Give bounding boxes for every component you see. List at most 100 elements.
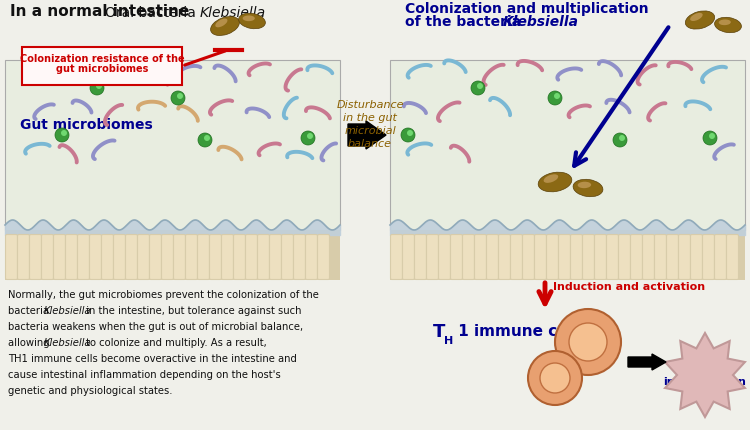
Text: Induction and activation: Induction and activation (553, 282, 705, 292)
Ellipse shape (238, 13, 266, 29)
FancyBboxPatch shape (511, 234, 523, 280)
Text: gut microbiomes: gut microbiomes (56, 64, 148, 74)
Ellipse shape (718, 19, 730, 25)
Bar (22, 47, 182, 85)
FancyArrow shape (348, 121, 386, 149)
FancyBboxPatch shape (137, 234, 149, 280)
Circle shape (55, 128, 69, 142)
FancyBboxPatch shape (173, 234, 185, 280)
Text: Normally, the gut microbiomes prevent the colonization of the: Normally, the gut microbiomes prevent th… (8, 290, 319, 300)
FancyBboxPatch shape (53, 234, 65, 280)
Ellipse shape (215, 18, 227, 28)
Circle shape (204, 135, 210, 141)
Polygon shape (665, 333, 745, 417)
FancyBboxPatch shape (427, 234, 439, 280)
Ellipse shape (211, 16, 239, 36)
Text: Oral bacteria: Oral bacteria (105, 6, 200, 20)
Circle shape (554, 93, 560, 99)
Text: Intestinal: Intestinal (675, 363, 735, 373)
Ellipse shape (573, 179, 603, 197)
FancyBboxPatch shape (667, 234, 679, 280)
FancyBboxPatch shape (305, 234, 317, 280)
Circle shape (528, 351, 582, 405)
Text: TH1 immune cells become overactive in the intestine and: TH1 immune cells become overactive in th… (8, 354, 297, 364)
FancyBboxPatch shape (293, 234, 305, 280)
Circle shape (61, 130, 67, 136)
FancyBboxPatch shape (475, 234, 487, 280)
FancyBboxPatch shape (547, 234, 559, 280)
FancyBboxPatch shape (269, 234, 281, 280)
Circle shape (619, 135, 625, 141)
Text: balance: balance (348, 139, 392, 149)
FancyBboxPatch shape (29, 234, 41, 280)
Text: Colonization and multiplication: Colonization and multiplication (405, 2, 649, 16)
FancyBboxPatch shape (125, 234, 137, 280)
Ellipse shape (538, 172, 572, 192)
Circle shape (401, 128, 415, 142)
Circle shape (307, 133, 313, 139)
FancyBboxPatch shape (571, 234, 583, 280)
FancyArrow shape (628, 354, 666, 370)
FancyBboxPatch shape (607, 234, 619, 280)
Ellipse shape (690, 13, 703, 21)
Text: In a normal intestine: In a normal intestine (10, 4, 189, 19)
Circle shape (171, 91, 185, 105)
Circle shape (96, 83, 102, 89)
FancyBboxPatch shape (619, 234, 631, 280)
FancyBboxPatch shape (317, 234, 329, 280)
Circle shape (90, 81, 104, 95)
FancyBboxPatch shape (149, 234, 161, 280)
FancyBboxPatch shape (631, 234, 643, 280)
FancyBboxPatch shape (41, 234, 53, 280)
Text: bacteria: bacteria (8, 306, 52, 316)
FancyBboxPatch shape (221, 234, 233, 280)
FancyBboxPatch shape (643, 234, 655, 280)
Text: $\mathregular{H}$: $\mathregular{H}$ (443, 334, 453, 346)
Text: Disturbance: Disturbance (336, 100, 404, 110)
Text: bacteria weakens when the gut is out of microbial balance,: bacteria weakens when the gut is out of … (8, 322, 303, 332)
Circle shape (477, 83, 483, 89)
FancyBboxPatch shape (727, 234, 739, 280)
Circle shape (540, 363, 570, 393)
FancyBboxPatch shape (281, 234, 293, 280)
FancyBboxPatch shape (463, 234, 475, 280)
Bar (0, 0, 750, 60)
FancyBboxPatch shape (185, 234, 197, 280)
Circle shape (548, 91, 562, 105)
FancyBboxPatch shape (535, 234, 547, 280)
Text: Gut microbiomes: Gut microbiomes (20, 118, 153, 132)
Circle shape (141, 70, 147, 76)
FancyBboxPatch shape (415, 234, 427, 280)
Circle shape (613, 133, 627, 147)
Bar (5, 60, 340, 230)
FancyBboxPatch shape (559, 234, 571, 280)
FancyBboxPatch shape (5, 234, 17, 280)
Text: of the bacteria: of the bacteria (405, 15, 526, 29)
FancyBboxPatch shape (101, 234, 113, 280)
FancyBboxPatch shape (439, 234, 451, 280)
FancyBboxPatch shape (595, 234, 607, 280)
FancyBboxPatch shape (703, 234, 715, 280)
Text: genetic and physiological states.: genetic and physiological states. (8, 386, 172, 396)
Text: Klebsiella: Klebsiella (44, 306, 92, 316)
FancyBboxPatch shape (89, 234, 101, 280)
FancyBboxPatch shape (583, 234, 595, 280)
FancyBboxPatch shape (679, 234, 691, 280)
Ellipse shape (715, 17, 742, 33)
FancyBboxPatch shape (65, 234, 77, 280)
FancyBboxPatch shape (451, 234, 463, 280)
FancyBboxPatch shape (245, 234, 257, 280)
Text: allowing: allowing (8, 338, 53, 348)
FancyBboxPatch shape (691, 234, 703, 280)
Circle shape (703, 131, 717, 145)
Text: Klebsiella: Klebsiella (44, 338, 92, 348)
Bar (390, 60, 745, 230)
Text: microbial: microbial (344, 126, 396, 136)
FancyBboxPatch shape (17, 234, 29, 280)
FancyBboxPatch shape (113, 234, 125, 280)
Text: in the intestine, but tolerance against such: in the intestine, but tolerance against … (83, 306, 302, 316)
Bar (5, 230, 340, 280)
Circle shape (198, 133, 212, 147)
Ellipse shape (578, 182, 591, 188)
Ellipse shape (544, 174, 558, 183)
